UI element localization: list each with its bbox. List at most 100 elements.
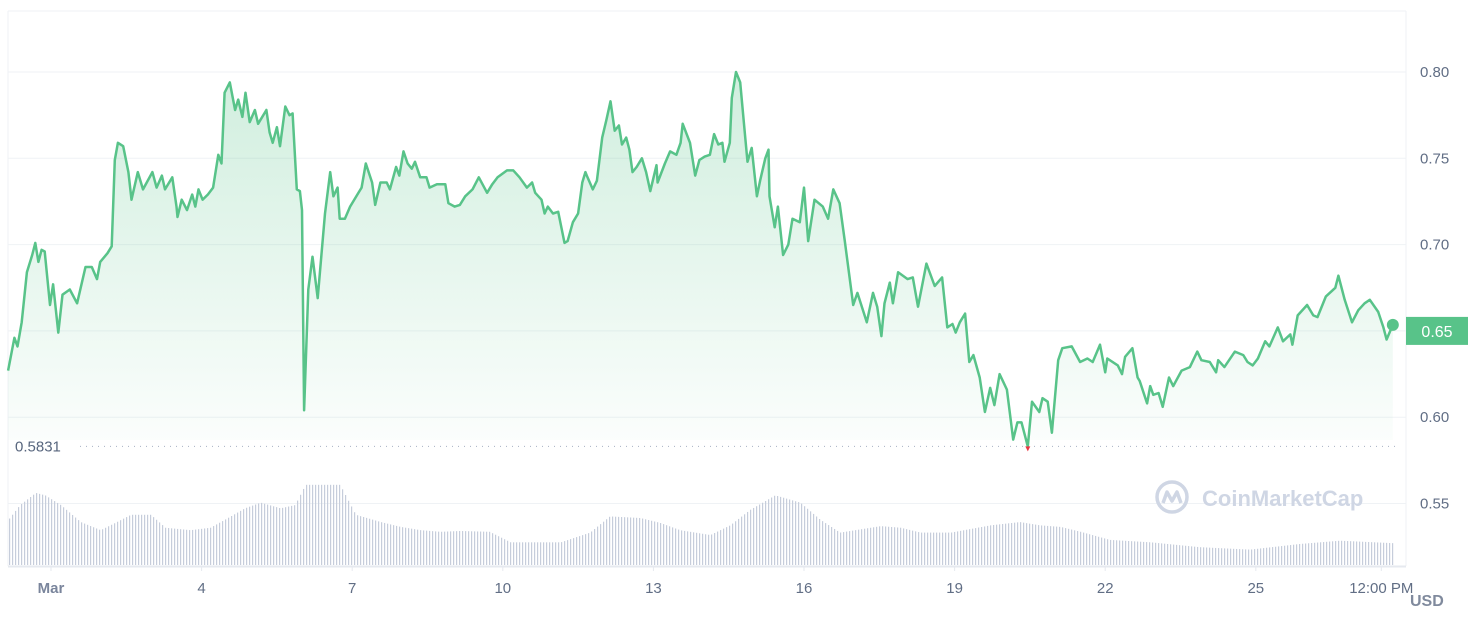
volume-bar bbox=[183, 529, 185, 565]
volume-bar bbox=[1068, 528, 1070, 565]
volume-bar bbox=[453, 531, 455, 565]
volume-bar bbox=[705, 534, 707, 565]
volume-bar bbox=[1170, 544, 1172, 565]
volume-bar bbox=[207, 528, 209, 565]
volume-bar bbox=[1293, 544, 1295, 565]
volume-bar bbox=[375, 520, 377, 565]
volume-bar bbox=[1236, 548, 1238, 565]
volume-bar bbox=[150, 514, 152, 565]
volume-bar bbox=[60, 504, 62, 565]
volume-bar bbox=[921, 532, 923, 565]
volume-bar bbox=[462, 531, 464, 565]
volume-bar bbox=[1200, 547, 1202, 565]
volume-bar bbox=[1278, 546, 1280, 565]
volume-bar bbox=[1362, 541, 1364, 565]
volume-bar bbox=[210, 527, 212, 565]
volume-bar bbox=[1062, 527, 1064, 565]
volume-bar bbox=[219, 522, 221, 565]
volume-bar bbox=[27, 499, 29, 565]
low-point-marker bbox=[1025, 446, 1031, 452]
volume-bar bbox=[285, 507, 287, 565]
volume-bar bbox=[1188, 546, 1190, 565]
volume-bar bbox=[321, 484, 323, 565]
volume-bar bbox=[1296, 544, 1298, 565]
volume-bar bbox=[1158, 543, 1160, 565]
volume-bar bbox=[201, 528, 203, 565]
volume-bar bbox=[1101, 537, 1103, 565]
volume-bar bbox=[540, 542, 542, 565]
volume-bar bbox=[993, 524, 995, 565]
volume-bar bbox=[1386, 542, 1388, 565]
volume-bar bbox=[447, 531, 449, 565]
volume-bar bbox=[846, 531, 848, 565]
volume-bar bbox=[1347, 541, 1349, 565]
volume-bar bbox=[1206, 547, 1208, 565]
volume-bar bbox=[519, 542, 521, 565]
volume-bar bbox=[120, 520, 122, 565]
volume-bar bbox=[978, 527, 980, 565]
volume-bar bbox=[822, 521, 824, 565]
volume-bar bbox=[387, 523, 389, 565]
volume-bar bbox=[510, 542, 512, 565]
volume-bar bbox=[1008, 523, 1010, 565]
volume-bar bbox=[843, 532, 845, 565]
volume-bar bbox=[1269, 547, 1271, 565]
volume-bar bbox=[1248, 549, 1250, 565]
volume-bar bbox=[87, 524, 89, 565]
volume-bar bbox=[243, 509, 245, 565]
volume-bar bbox=[795, 501, 797, 565]
volume-bar bbox=[663, 524, 665, 565]
volume-bar bbox=[924, 532, 926, 565]
volume-bar bbox=[789, 499, 791, 565]
volume-bar bbox=[1389, 543, 1391, 565]
volume-bar bbox=[1335, 541, 1337, 565]
volume-bar bbox=[165, 527, 167, 565]
volume-bar bbox=[639, 517, 641, 565]
volume-bar bbox=[345, 495, 347, 565]
volume-bar bbox=[1371, 542, 1373, 565]
volume-bar bbox=[1251, 549, 1253, 565]
volume-bar bbox=[813, 513, 815, 565]
volume-bar bbox=[1143, 541, 1145, 565]
volume-bar bbox=[513, 542, 515, 565]
volume-bar bbox=[801, 503, 803, 565]
volume-bar bbox=[855, 530, 857, 565]
currency-unit-label: USD bbox=[1410, 593, 1444, 610]
volume-bar bbox=[99, 529, 101, 565]
volume-bar bbox=[192, 529, 194, 565]
volume-bar bbox=[807, 508, 809, 565]
volume-bar bbox=[1239, 549, 1241, 565]
volume-bar bbox=[723, 528, 725, 565]
volume-bar bbox=[1332, 541, 1334, 565]
volume-bar bbox=[987, 525, 989, 565]
volume-bar bbox=[957, 531, 959, 565]
volume-bar bbox=[525, 542, 527, 565]
y-tick-label: 0.80 bbox=[1420, 64, 1449, 81]
volume-bar bbox=[162, 525, 164, 565]
volume-bar bbox=[1203, 547, 1205, 565]
volume-bar bbox=[234, 514, 236, 565]
volume-bar bbox=[1344, 540, 1346, 565]
volume-bar bbox=[759, 504, 761, 565]
x-tick-label: 7 bbox=[348, 580, 356, 597]
volume-bar bbox=[573, 538, 575, 565]
volume-bar bbox=[300, 494, 302, 565]
volume-bar bbox=[861, 529, 863, 565]
volume-bar bbox=[72, 514, 74, 565]
volume-bar bbox=[1182, 545, 1184, 565]
volume-bar bbox=[975, 528, 977, 565]
volume-bar bbox=[1356, 541, 1358, 565]
volume-bar bbox=[792, 500, 794, 565]
volume-bar bbox=[588, 533, 590, 565]
x-tick-label: 19 bbox=[946, 580, 963, 597]
volume-bar bbox=[1377, 542, 1379, 565]
volume-bar bbox=[249, 506, 251, 565]
volume-bar bbox=[1122, 540, 1124, 565]
volume-bar bbox=[96, 528, 98, 565]
volume-bar bbox=[597, 526, 599, 565]
volume-bar bbox=[1119, 540, 1121, 565]
volume-bar bbox=[468, 531, 470, 565]
price-area-fill bbox=[8, 72, 1393, 447]
volume-bar bbox=[849, 531, 851, 565]
volume-bar bbox=[1185, 545, 1187, 565]
